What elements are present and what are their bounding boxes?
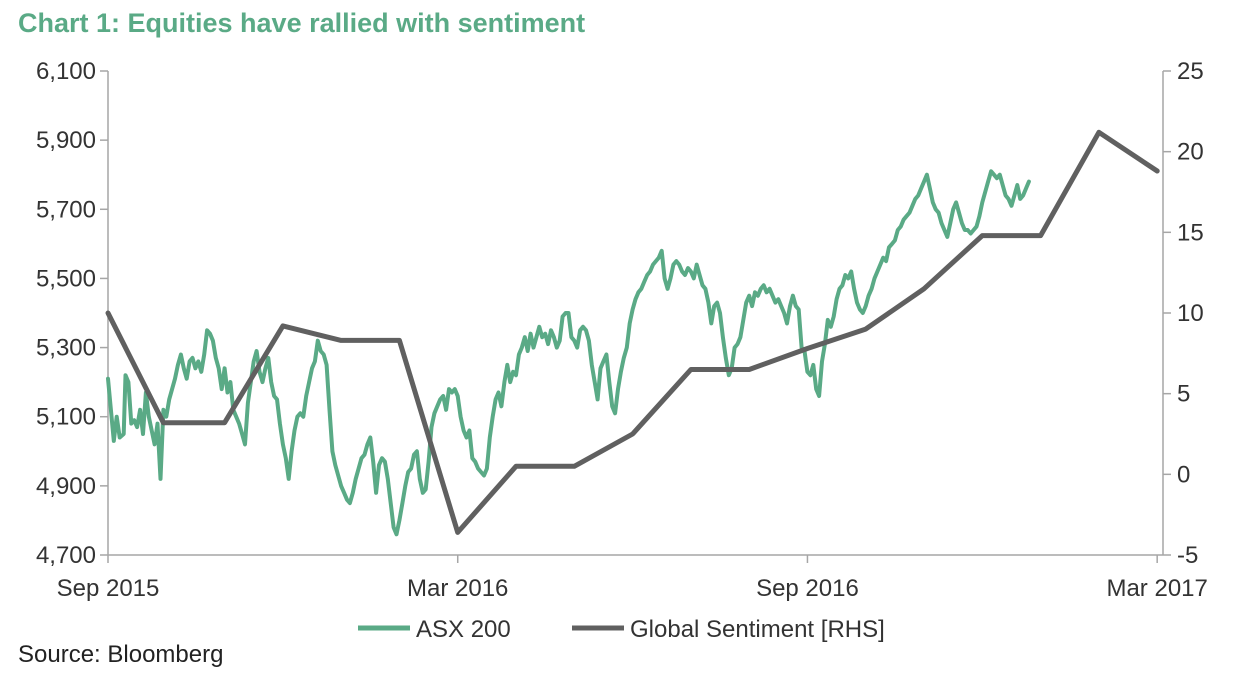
left-tick-label: 5,900 xyxy=(36,127,96,154)
right-tick-label: -5 xyxy=(1177,542,1198,569)
legend-asx-200-label: ASX 200 xyxy=(416,616,511,643)
x-tick-label: Sep 2015 xyxy=(57,575,160,602)
chart-title: Chart 1: Equities have rallied with sent… xyxy=(18,8,586,38)
right-tick-label: 5 xyxy=(1177,381,1190,408)
global-sentiment-line xyxy=(105,129,1160,535)
asx-200-line xyxy=(106,169,1031,537)
right-axis: 25 20 15 10 5 0 -5 xyxy=(1162,58,1204,569)
left-tick-label: 4,700 xyxy=(36,542,96,569)
x-axis: Sep 2015 Mar 2016 Sep 2016 Mar 2017 xyxy=(57,554,1208,602)
series-layer xyxy=(105,129,1160,537)
left-axis: 6,100 5,900 5,700 5,500 5,300 5,100 4,900 4,700 xyxy=(36,58,109,569)
left-tick-label: 5,700 xyxy=(36,196,96,223)
left-tick-label: 5,300 xyxy=(36,335,96,362)
right-tick-label: 15 xyxy=(1177,219,1204,246)
right-tick-label: 20 xyxy=(1177,139,1204,166)
left-tick-label: 6,100 xyxy=(36,58,96,85)
left-tick-label: 4,900 xyxy=(36,473,96,500)
x-tick-label: Sep 2016 xyxy=(756,575,859,602)
legend-global-sentiment-label: Global Sentiment [RHS] xyxy=(630,616,885,643)
legend: ASX 200 Global Sentiment [RHS] xyxy=(358,616,885,643)
x-tick-label: Mar 2016 xyxy=(407,575,508,602)
right-tick-label: 0 xyxy=(1177,461,1190,488)
source-note: Source: Bloomberg xyxy=(18,641,224,668)
right-tick-label: 25 xyxy=(1177,58,1204,85)
left-tick-label: 5,100 xyxy=(36,404,96,431)
left-tick-label: 5,500 xyxy=(36,265,96,292)
x-tick-label: Mar 2017 xyxy=(1106,575,1207,602)
right-tick-label: 10 xyxy=(1177,300,1204,327)
